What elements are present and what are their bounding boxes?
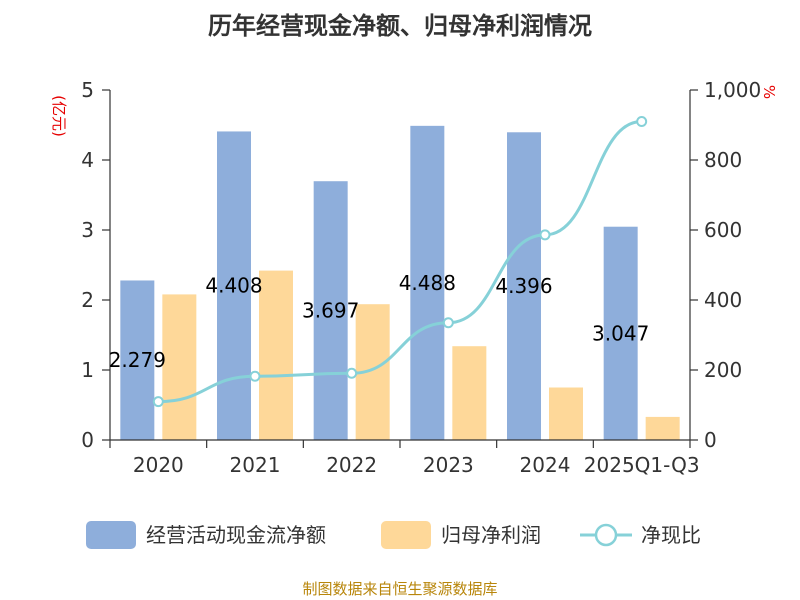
- right-tick-label: 600: [704, 218, 742, 242]
- legend-label-cashflow: 经营活动现金流净额: [146, 523, 326, 547]
- left-tick-label: 5: [81, 78, 94, 102]
- left-tick-label: 1: [81, 358, 94, 382]
- left-tick-label: 2: [81, 288, 94, 312]
- bar-cashflow[interactable]: [603, 226, 638, 440]
- right-tick-label: 400: [704, 288, 742, 312]
- bar-net-profit[interactable]: [162, 294, 197, 440]
- plot-area: [120, 125, 680, 441]
- cash-ratio-line: [158, 120, 642, 404]
- left-tick-label: 4: [81, 148, 94, 172]
- legend-item-cashflow[interactable]: 经营活动现金流净额: [86, 521, 326, 549]
- bar-cashflow[interactable]: [410, 125, 445, 440]
- left-tick-label: 3: [81, 218, 94, 242]
- bar-cashflow[interactable]: [507, 132, 541, 440]
- x-tick-label: 2021: [230, 453, 281, 477]
- cash-ratio-point[interactable]: [636, 116, 648, 127]
- left-axis-unit: (亿元): [50, 95, 68, 137]
- x-tick-label: 2025Q1-Q3: [584, 453, 700, 477]
- cashflow-value-label: 3.697: [302, 299, 359, 323]
- right-tick-label: 0: [704, 428, 717, 452]
- cash-ratio-point[interactable]: [346, 367, 358, 379]
- cash-ratio-point[interactable]: [539, 229, 551, 241]
- ratio-line-layer: [152, 116, 648, 408]
- right-tick-label: 200: [704, 358, 742, 382]
- right-tick-label: 1,000: [704, 78, 761, 102]
- source-note: 制图数据来自恒生聚源数据库: [302, 580, 497, 598]
- chart-title: 历年经营现金净额、归母净利润情况: [208, 12, 592, 40]
- data-labels: 2.279 4.408 3.697 4.488 4.396 3.047: [109, 271, 650, 372]
- left-tick-label: 0: [81, 428, 94, 452]
- legend-swatch-net-profit: [381, 521, 431, 549]
- cashflow-value-label: 3.047: [592, 321, 649, 345]
- legend-item-cash-ratio[interactable]: 净现比: [580, 523, 701, 547]
- cashflow-value-label: 2.279: [109, 348, 166, 372]
- cash-ratio-point[interactable]: [249, 370, 261, 382]
- legend: 经营活动现金流净额 归母净利润 净现比: [86, 521, 701, 549]
- bar-cashflow[interactable]: [313, 181, 348, 440]
- cashflow-value-label: 4.408: [205, 274, 262, 298]
- bar-net-profit[interactable]: [645, 416, 680, 440]
- bar-net-profit[interactable]: [452, 346, 487, 440]
- right-axis-unit: %: [760, 85, 778, 99]
- bar-net-profit[interactable]: [259, 270, 293, 440]
- cash-ratio-point[interactable]: [442, 317, 454, 329]
- bar-cashflow[interactable]: [120, 280, 155, 440]
- cashflow-value-label: 4.396: [495, 274, 552, 298]
- cashflow-value-label: 4.488: [399, 271, 456, 295]
- x-tick-label: 2022: [326, 453, 377, 477]
- bar-cashflow[interactable]: [217, 131, 251, 440]
- axes: 0 1 2 3 4 5 0 200 400 600 800 1,000 2020 2021 2022 2023…: [81, 78, 761, 477]
- legend-item-net-profit[interactable]: 归母净利润: [381, 521, 541, 549]
- legend-label-net-profit: 归母净利润: [441, 523, 541, 547]
- cash-ratio-point[interactable]: [152, 396, 164, 408]
- x-tick-label: 2023: [423, 453, 474, 477]
- bar-net-profit[interactable]: [549, 387, 583, 441]
- x-tick-label: 2020: [133, 453, 184, 477]
- x-tick-label: 2024: [520, 453, 571, 477]
- legend-label-cash-ratio: 净现比: [641, 523, 701, 547]
- right-tick-label: 800: [704, 148, 742, 172]
- legend-marker-cash-ratio: [594, 523, 618, 547]
- legend-swatch-cashflow: [86, 521, 136, 549]
